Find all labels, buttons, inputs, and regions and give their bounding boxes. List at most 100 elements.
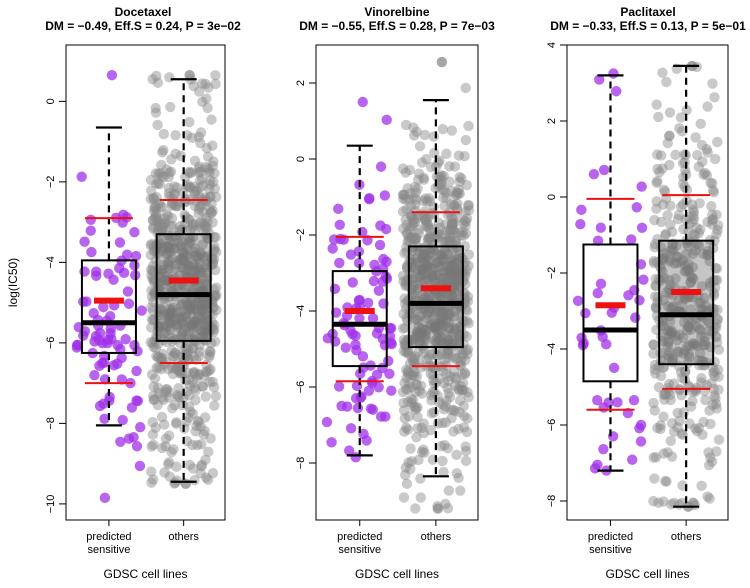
data-point — [167, 351, 178, 362]
x-tick-label: sensitive — [338, 544, 381, 556]
data-point — [407, 220, 418, 232]
data-point — [446, 237, 458, 248]
data-point — [662, 336, 674, 347]
data-point — [659, 394, 670, 405]
data-point — [658, 184, 670, 195]
data-point — [434, 319, 445, 330]
data-point — [454, 176, 465, 188]
data-point — [423, 193, 435, 204]
data-point — [207, 140, 218, 151]
data-point — [164, 307, 176, 318]
data-point — [409, 351, 421, 362]
data-point — [149, 206, 160, 217]
data-point — [426, 348, 438, 359]
data-point — [201, 326, 213, 337]
data-point — [668, 378, 679, 389]
data-point — [693, 161, 705, 173]
data-point — [132, 395, 143, 407]
data-point — [437, 365, 448, 376]
group-others — [648, 60, 725, 512]
data-point — [438, 320, 449, 332]
data-point — [447, 213, 459, 225]
data-point — [416, 446, 428, 458]
data-point — [410, 205, 421, 217]
data-point — [186, 269, 198, 280]
data-point — [406, 352, 417, 363]
data-point — [660, 475, 671, 487]
data-point — [444, 269, 456, 281]
data-point — [405, 463, 416, 475]
data-point — [711, 209, 722, 221]
data-point — [193, 310, 204, 321]
data-point — [710, 393, 721, 404]
data-point — [157, 279, 169, 290]
panel-subtitle: DM = −0.55, Eff.S = 0.28, P = 7e−03 — [299, 19, 495, 33]
data-point — [695, 304, 706, 315]
data-point — [158, 309, 169, 321]
data-point — [190, 315, 202, 327]
data-point — [163, 188, 175, 199]
data-point — [195, 166, 206, 178]
data-point — [419, 129, 431, 141]
data-point — [404, 188, 416, 199]
data-point — [198, 218, 209, 229]
data-point — [451, 352, 463, 364]
data-point — [189, 382, 200, 394]
data-point — [430, 307, 441, 319]
data-point — [664, 107, 676, 118]
data-point — [677, 332, 689, 343]
data-point — [651, 196, 662, 207]
data-point — [421, 153, 432, 165]
data-point — [169, 347, 181, 359]
data-point — [195, 201, 206, 212]
data-point — [686, 199, 698, 210]
data-point — [195, 247, 206, 258]
data-point — [690, 321, 702, 332]
data-point — [400, 119, 412, 131]
data-point — [409, 367, 420, 378]
data-point — [208, 156, 219, 167]
data-point — [156, 353, 167, 365]
data-point — [180, 478, 191, 489]
data-point — [158, 219, 169, 230]
data-point — [154, 219, 165, 231]
data-point — [655, 275, 666, 287]
data-point — [417, 328, 428, 339]
data-point — [658, 389, 669, 400]
data-point — [152, 213, 163, 225]
data-point — [189, 250, 201, 262]
data-point — [399, 247, 410, 259]
panel-subtitle: DM = −0.33, Eff.S = 0.13, P = 5e−01 — [550, 19, 746, 33]
data-point — [435, 250, 447, 261]
data-point — [184, 380, 196, 391]
data-point — [674, 123, 685, 134]
data-point — [411, 272, 423, 283]
data-point — [172, 362, 184, 373]
data-point — [409, 234, 420, 245]
data-point — [191, 185, 202, 196]
data-point — [448, 426, 459, 437]
data-point — [697, 156, 708, 167]
data-point — [187, 343, 199, 354]
data-point — [166, 200, 177, 211]
data-point — [457, 369, 468, 380]
data-point — [184, 301, 196, 312]
data-point — [196, 222, 207, 234]
data-point — [434, 316, 445, 327]
box — [331, 270, 388, 368]
data-point — [413, 224, 425, 235]
data-point — [199, 320, 211, 331]
data-point — [204, 349, 215, 361]
data-point — [439, 355, 451, 367]
data-point — [171, 417, 182, 428]
data-point — [404, 305, 416, 316]
data-point — [436, 326, 447, 338]
data-point — [329, 283, 341, 295]
data-point — [445, 236, 456, 247]
data-point — [129, 260, 140, 271]
data-point — [429, 276, 441, 287]
data-point — [180, 309, 191, 320]
data-point — [424, 231, 435, 242]
data-point — [154, 178, 165, 190]
